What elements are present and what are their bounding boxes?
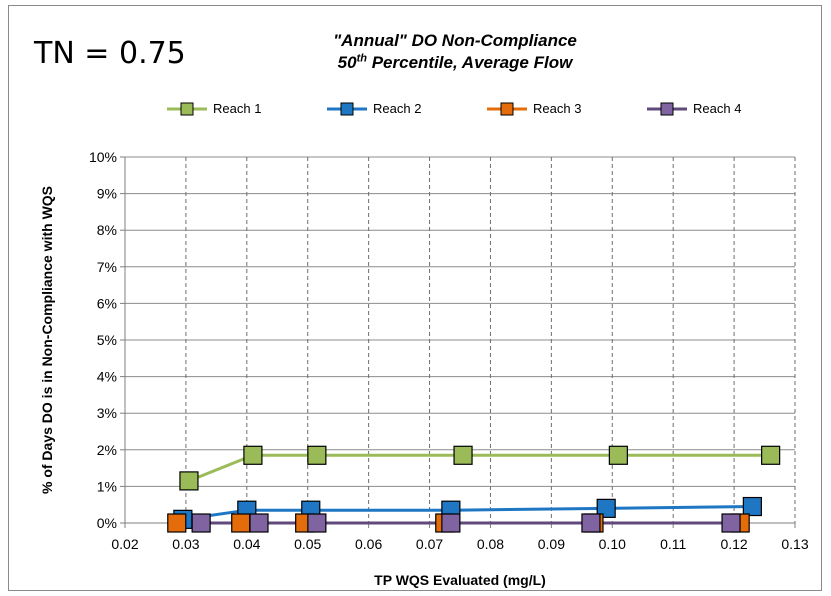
legend-label: Reach 3	[533, 101, 582, 116]
x-tick-label: 0.02	[111, 536, 138, 552]
data-point-reach-1	[243, 445, 263, 465]
y-tick-label: 7%	[97, 259, 117, 275]
x-tick-label: 0.04	[233, 536, 260, 552]
y-tick-label: 0%	[97, 515, 117, 531]
data-point-reach-2	[596, 498, 616, 518]
legend-label: Reach 2	[373, 101, 422, 116]
x-tick-label: 0.09	[538, 536, 565, 552]
y-tick-label: 5%	[97, 332, 117, 348]
tn-annotation: TN = 0.75	[34, 36, 186, 71]
data-point-reach-2	[742, 496, 762, 517]
data-point-reach-4	[581, 513, 601, 533]
chart-title-line1: "Annual" DO Non-Compliance	[333, 31, 577, 50]
x-axis-title: TP WQS Evaluated (mg/L)	[374, 572, 546, 588]
data-point-reach-4	[191, 513, 211, 533]
series-line-reach-1	[188, 453, 771, 483]
x-tick-label: 0.10	[599, 536, 626, 552]
title-percentile: 50	[337, 53, 357, 72]
data-point-reach-3	[167, 513, 187, 533]
y-tick-label: 8%	[97, 222, 117, 238]
x-tick-label: 0.13	[781, 536, 808, 552]
chart-frame	[8, 5, 822, 591]
y-tick-label: 10%	[89, 149, 117, 165]
data-point-reach-1	[608, 445, 628, 465]
title-remainder: Percentile, Average Flow	[366, 53, 573, 72]
data-point-reach-4	[441, 513, 461, 533]
y-tick-label: 2%	[97, 442, 117, 458]
data-point-reach-4	[307, 513, 327, 533]
x-tick-label: 0.05	[294, 536, 321, 552]
data-point-reach-1	[453, 445, 473, 465]
y-tick-label: 4%	[97, 369, 117, 385]
y-tick-label: 9%	[97, 186, 117, 202]
y-tick-label: 6%	[97, 295, 117, 311]
data-point-reach-4	[721, 513, 741, 533]
legend-swatch	[647, 102, 687, 116]
chart-title: "Annual" DO Non-Compliance 50th Percenti…	[260, 30, 650, 74]
data-point-reach-4	[249, 513, 269, 533]
x-tick-label: 0.11	[660, 536, 686, 552]
legend-swatch	[487, 102, 527, 116]
data-point-reach-3	[231, 513, 251, 533]
y-axis-title: % of Days DO is in Non-Compliance with W…	[39, 186, 55, 494]
data-point-reach-1	[761, 445, 781, 465]
x-tick-label: 0.07	[416, 536, 443, 552]
x-tick-label: 0.03	[172, 536, 199, 552]
y-tick-label: 1%	[97, 478, 117, 494]
data-point-reach-1	[307, 445, 327, 465]
legend-label: Reach 4	[693, 101, 742, 116]
legend-swatch	[167, 102, 207, 116]
x-tick-label: 0.12	[720, 536, 747, 552]
x-tick-label: 0.06	[355, 536, 382, 552]
data-point-reach-1	[179, 471, 199, 491]
series-line-reach-2	[182, 505, 753, 521]
legend-label: Reach 1	[213, 101, 262, 116]
legend-swatch	[327, 102, 367, 116]
x-tick-label: 0.08	[477, 536, 504, 552]
y-tick-label: 3%	[97, 405, 117, 421]
title-percentile-suffix: th	[356, 52, 367, 65]
chart-title-line2: 50th Percentile, Average Flow	[260, 52, 650, 74]
